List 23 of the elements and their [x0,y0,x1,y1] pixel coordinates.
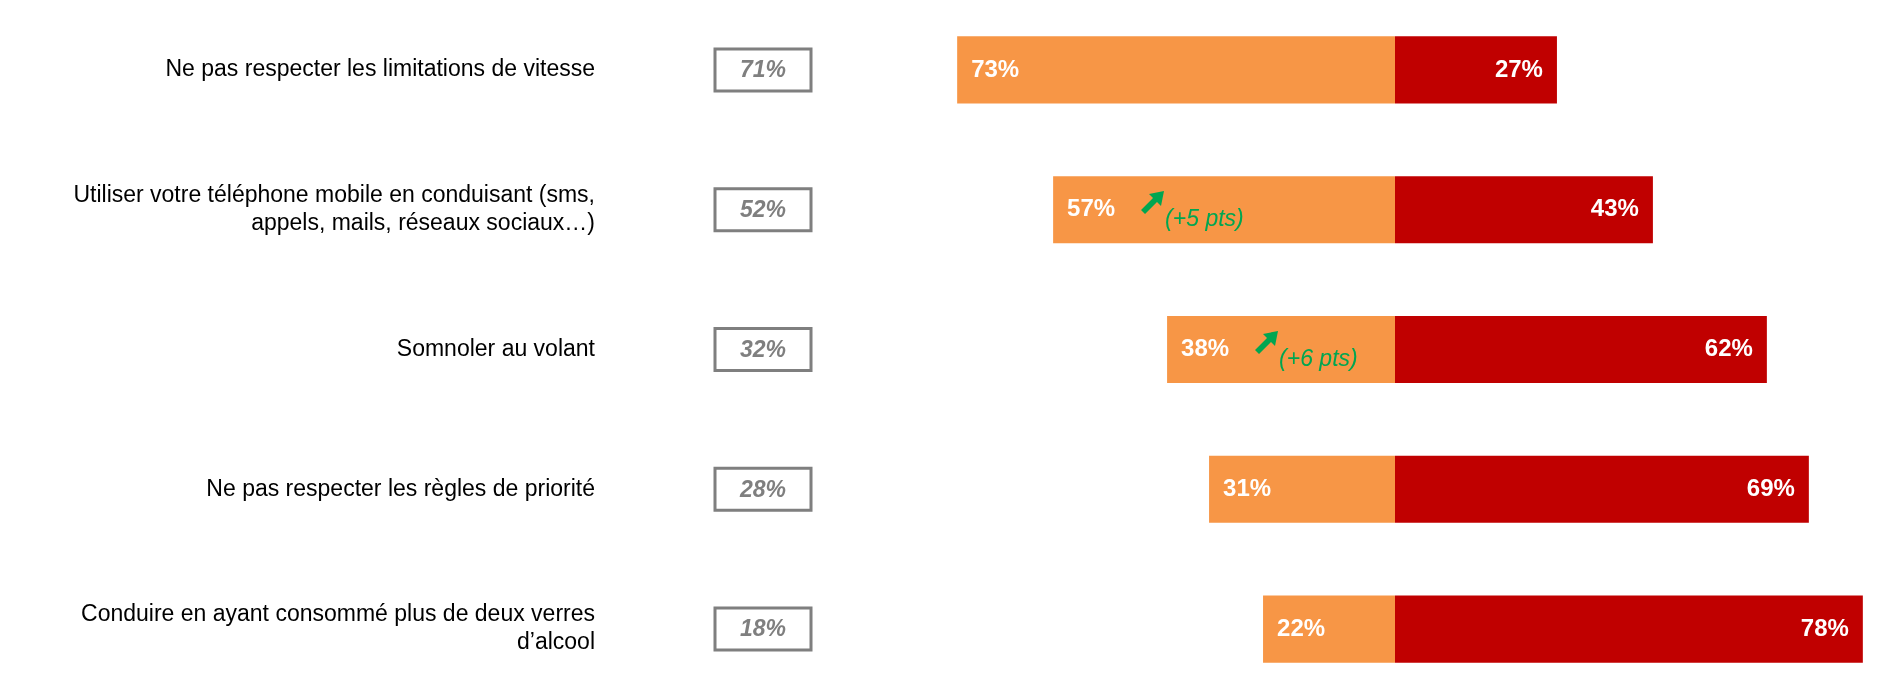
text: 18% [739,615,787,642]
text: 52% [739,196,787,223]
data-label: 43% [1590,194,1639,222]
text: 71% [739,56,787,83]
text: 28% [738,475,787,502]
data-label: 78% [1800,613,1849,641]
y-tick-label: Ne pas respecter les règles de priorité [206,474,595,501]
data-label: 22% [1277,613,1326,641]
annotation: (+6 pts) [1279,344,1358,371]
y-tick-label: Ne pas respecter les limitations de vitesse [165,55,595,82]
data-label: 62% [1704,334,1753,362]
data-label: 31% [1223,473,1272,501]
bar [1263,595,1395,663]
data-label: 38% [1181,334,1230,362]
text: 32% [739,335,787,362]
y-tick-label: Conduire en ayant consommé plus de deux verres d’alcool [81,600,595,655]
y-tick-label: Somnoler au volant [396,334,596,361]
data-label: 69% [1746,473,1795,501]
data-label: 73% [971,54,1020,82]
annotation: (+5 pts) [1165,205,1244,232]
data-label: 57% [1067,194,1116,222]
y-tick-label: Utiliser votre téléphone mobile en conduisant (sms, appels, mails, réseaux sociaux…) [73,181,595,236]
data-label: 27% [1494,54,1543,82]
